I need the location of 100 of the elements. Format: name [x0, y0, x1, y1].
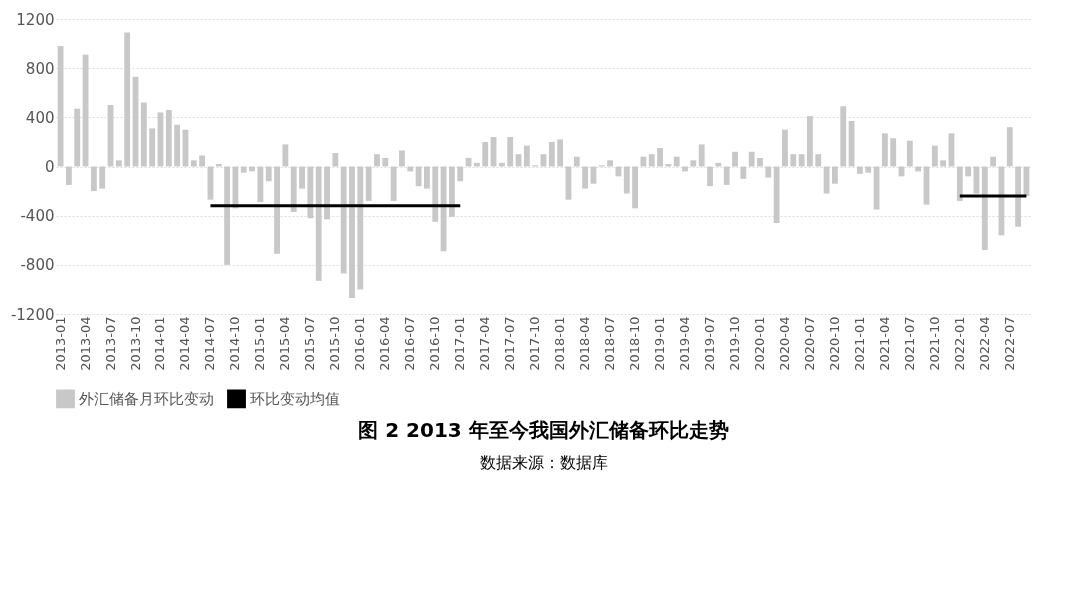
bar	[856, 166, 863, 174]
bar	[274, 166, 280, 254]
bar	[840, 106, 847, 167]
bar	[906, 140, 913, 167]
bar	[657, 148, 663, 167]
bar	[449, 166, 455, 217]
bar	[424, 166, 430, 189]
bar	[340, 166, 347, 274]
bar	[515, 154, 522, 167]
bar	[199, 155, 206, 167]
bar	[74, 108, 81, 167]
bar	[623, 166, 630, 194]
x-tick-label: 2020-10	[826, 316, 842, 371]
bar	[648, 154, 655, 167]
bar	[457, 166, 464, 182]
x-tick-label: 2016-07	[402, 316, 418, 371]
bar	[324, 166, 330, 220]
x-tick-label: 2013-10	[127, 316, 143, 371]
x-tick-label: 2014-04	[177, 316, 193, 371]
bar	[149, 128, 156, 167]
bar	[582, 166, 589, 189]
bar	[357, 166, 364, 290]
bar	[773, 166, 780, 224]
bar	[956, 166, 963, 201]
bar	[365, 166, 372, 201]
bar	[174, 124, 181, 167]
x-tick-label: 2016-10	[427, 316, 443, 371]
x-tick-label: 2014-07	[202, 316, 218, 371]
bar	[665, 164, 672, 167]
bar	[981, 166, 988, 251]
x-tick-label: 2019-01	[652, 316, 668, 371]
bar	[265, 166, 272, 182]
x-tick-label: 2021-10	[926, 316, 942, 371]
x-tick-label: 2013-07	[102, 316, 118, 371]
bar	[399, 150, 405, 167]
x-tick-label: 2018-07	[602, 316, 618, 371]
bar	[765, 166, 772, 178]
bar	[740, 166, 747, 179]
y-tick-label: 0	[44, 158, 55, 176]
bar	[573, 156, 580, 167]
bar	[748, 151, 755, 167]
bar	[1015, 166, 1022, 227]
bar	[790, 154, 797, 167]
bar	[807, 116, 813, 167]
bar	[415, 166, 422, 187]
x-tick-label: 2015-04	[277, 316, 293, 371]
x-tick-label: 2022-01	[951, 316, 967, 371]
x-tick-label: 2021-07	[901, 316, 917, 371]
bar	[990, 156, 997, 167]
bar	[349, 166, 355, 299]
y-tick-label: -1200	[10, 305, 55, 324]
bar	[540, 154, 547, 167]
x-tick-label: 2014-10	[227, 316, 243, 371]
bar	[390, 166, 397, 201]
bar	[607, 160, 614, 167]
bar	[90, 166, 97, 192]
bar	[707, 166, 713, 187]
x-tick-label: 2015-07	[302, 316, 318, 371]
bar	[832, 166, 838, 184]
bar	[290, 166, 297, 212]
x-tick-label: 2017-07	[502, 316, 518, 371]
bar	[865, 166, 872, 173]
x-tick-label: 2020-01	[751, 316, 767, 371]
legend-label: 外汇储备月环比变动	[79, 389, 214, 408]
bar	[165, 109, 172, 167]
y-tick-label: -800	[20, 256, 55, 275]
y-tick-label: -400	[20, 207, 55, 226]
bar	[673, 156, 680, 167]
x-tick-label: 2015-10	[327, 316, 343, 371]
bar	[315, 166, 322, 281]
bar	[482, 141, 489, 167]
y-tick-label: 1200	[16, 10, 55, 29]
bar	[523, 145, 530, 167]
x-tick-label: 2016-04	[377, 316, 393, 371]
x-tick-label: 2013-04	[77, 316, 93, 371]
x-tick-label: 2021-04	[876, 316, 892, 371]
x-tick-label: 2022-04	[976, 316, 992, 371]
bar	[798, 154, 805, 167]
x-tick-label: 2019-04	[677, 316, 693, 371]
bar	[715, 162, 722, 167]
bar	[931, 145, 938, 167]
bar	[940, 160, 947, 167]
x-tick-label: 2019-07	[702, 316, 718, 371]
bar	[190, 160, 197, 167]
x-tick-label: 2020-07	[801, 316, 817, 371]
x-tick-label: 2019-10	[727, 316, 742, 371]
x-tick-label: 2014-01	[152, 316, 168, 371]
bar	[815, 154, 822, 167]
bar	[732, 151, 738, 167]
bar	[282, 144, 289, 167]
bar	[115, 160, 122, 167]
bar	[374, 154, 380, 167]
bar	[690, 160, 697, 167]
x-tick-label: 2017-10	[527, 316, 543, 371]
bar	[432, 166, 439, 222]
x-tick-label: 2015-01	[252, 316, 268, 371]
x-tick-label: 2018-04	[577, 316, 593, 371]
x-tick-label: 2020-04	[776, 316, 792, 371]
x-tick-label: 2013-01	[52, 316, 68, 371]
x-tick-label: 2021-01	[851, 316, 867, 371]
